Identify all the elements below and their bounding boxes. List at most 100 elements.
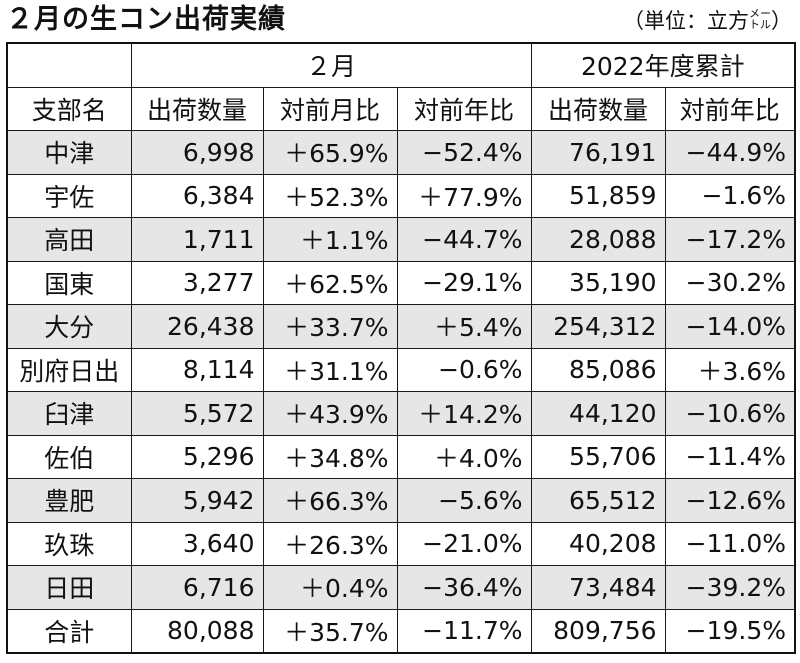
month-qty-cell: 3,640: [130, 521, 264, 566]
month-qty-cell: 80,088: [130, 608, 264, 654]
month-yoy-cell: −44.7%: [396, 217, 532, 262]
branch-name-cell: 大分: [6, 304, 132, 349]
month-mom-cell: ＋34.8%: [262, 434, 398, 479]
month-yoy-cell: ＋4.0%: [396, 434, 532, 479]
col-header-branch: 支部名: [6, 86, 132, 131]
year-yoy-cell: −10.6%: [664, 391, 796, 436]
table-row: 中津 6,998 ＋65.9% −52.4% 76,191 −44.9%: [6, 130, 796, 175]
month-mom-cell: ＋1.1%: [262, 217, 398, 262]
month-qty-cell: 1,711: [130, 217, 264, 262]
year-yoy-cell: −1.6%: [664, 173, 796, 218]
unit-suffix: ）: [771, 9, 792, 33]
year-yoy-cell: −30.2%: [664, 260, 796, 305]
year-yoy-cell: ＋3.6%: [664, 347, 796, 392]
month-yoy-cell: ＋5.4%: [396, 304, 532, 349]
month-mom-cell: ＋26.3%: [262, 521, 398, 566]
header-group-month: ２月: [130, 42, 532, 88]
month-mom-cell: ＋43.9%: [262, 391, 398, 436]
table-row: 豊肥 5,942 ＋66.3% −5.6% 65,512 −12.6%: [6, 478, 796, 523]
year-qty-cell: 35,190: [530, 260, 666, 305]
year-qty-cell: 44,120: [530, 391, 666, 436]
year-qty-cell: 76,191: [530, 130, 666, 175]
table-row: 国東 3,277 ＋62.5% −29.1% 35,190 −30.2%: [6, 260, 796, 305]
header-column-row: 支部名 出荷数量 対前月比 対前年比 出荷数量 対前年比: [6, 86, 796, 131]
header-group-row: ２月 2022年度累計: [6, 42, 796, 88]
branch-name-cell: 宇佐: [6, 173, 132, 218]
year-qty-cell: 55,706: [530, 434, 666, 479]
month-qty-cell: 3,277: [130, 260, 264, 305]
month-yoy-cell: −36.4%: [396, 565, 532, 610]
table-row: 宇佐 6,384 ＋52.3% ＋77.9% 51,859 −1.6%: [6, 173, 796, 218]
unit-prefix: （単位：立方: [623, 9, 749, 33]
branch-name-cell: 中津: [6, 130, 132, 175]
month-qty-cell: 26,438: [130, 304, 264, 349]
table-body: 中津 6,998 ＋65.9% −52.4% 76,191 −44.9% 宇佐 6,384 ＋5…: [6, 130, 796, 654]
shipment-table: ２月 2022年度累計 支部名 出荷数量 対前月比 対前年比 出荷数量 対前年比…: [6, 42, 797, 654]
col-header-month-mom: 対前月比: [262, 86, 398, 131]
month-yoy-cell: −11.7%: [396, 608, 532, 654]
month-mom-cell: ＋35.7%: [262, 608, 398, 654]
year-yoy-cell: −44.9%: [664, 130, 796, 175]
col-header-year-yoy: 対前年比: [664, 86, 796, 131]
month-qty-cell: 8,114: [130, 347, 264, 392]
table-row: 佐伯 5,296 ＋34.8% ＋4.0% 55,706 −11.4%: [6, 434, 796, 479]
month-mom-cell: ＋52.3%: [262, 173, 398, 218]
year-yoy-cell: −19.5%: [664, 608, 796, 654]
month-yoy-cell: ＋77.9%: [396, 173, 532, 218]
month-qty-cell: 6,716: [130, 565, 264, 610]
month-mom-cell: ＋66.3%: [262, 478, 398, 523]
month-qty-cell: 6,384: [130, 173, 264, 218]
table-row: 玖珠 3,640 ＋26.3% −21.0% 40,208 −11.0%: [6, 521, 796, 566]
branch-name-cell: 別府日出: [6, 347, 132, 392]
table-row: 日田 6,716 ＋0.4% −36.4% 73,484 −39.2%: [6, 565, 796, 610]
year-qty-cell: 51,859: [530, 173, 666, 218]
header-group-year: 2022年度累計: [530, 42, 796, 88]
col-header-month-qty: 出荷数量: [130, 86, 264, 131]
branch-name-cell: 合計: [6, 608, 132, 654]
total-row: 合計 80,088 ＋35.7% −11.7% 809,756 −19.5%: [6, 608, 796, 654]
month-yoy-cell: ＋14.2%: [396, 391, 532, 436]
unit-small: メートル: [749, 7, 771, 31]
month-yoy-cell: −52.4%: [396, 130, 532, 175]
year-yoy-cell: −11.4%: [664, 434, 796, 479]
unit-note: （単位：立方メートル）: [623, 6, 792, 36]
year-yoy-cell: −12.6%: [664, 478, 796, 523]
year-yoy-cell: −17.2%: [664, 217, 796, 262]
year-qty-cell: 85,086: [530, 347, 666, 392]
month-yoy-cell: −29.1%: [396, 260, 532, 305]
month-mom-cell: ＋31.1%: [262, 347, 398, 392]
month-qty-cell: 5,942: [130, 478, 264, 523]
header-blank: [6, 42, 132, 88]
branch-name-cell: 高田: [6, 217, 132, 262]
month-qty-cell: 6,998: [130, 130, 264, 175]
branch-name-cell: 玖珠: [6, 521, 132, 566]
month-mom-cell: ＋65.9%: [262, 130, 398, 175]
year-qty-cell: 28,088: [530, 217, 666, 262]
col-header-year-qty: 出荷数量: [530, 86, 666, 131]
month-mom-cell: ＋62.5%: [262, 260, 398, 305]
year-qty-cell: 65,512: [530, 478, 666, 523]
branch-name-cell: 佐伯: [6, 434, 132, 479]
branch-name-cell: 豊肥: [6, 478, 132, 523]
month-mom-cell: ＋33.7%: [262, 304, 398, 349]
month-yoy-cell: −0.6%: [396, 347, 532, 392]
table-row: 大分 26,438 ＋33.7% ＋5.4% 254,312 −14.0%: [6, 304, 796, 349]
year-qty-cell: 40,208: [530, 521, 666, 566]
month-yoy-cell: −5.6%: [396, 478, 532, 523]
month-mom-cell: ＋0.4%: [262, 565, 398, 610]
year-yoy-cell: −11.0%: [664, 521, 796, 566]
month-qty-cell: 5,572: [130, 391, 264, 436]
month-yoy-cell: −21.0%: [396, 521, 532, 566]
branch-name-cell: 臼津: [6, 391, 132, 436]
table-row: 高田 1,711 ＋1.1% −44.7% 28,088 −17.2%: [6, 217, 796, 262]
page-title: ２月の生コン出荷実績: [6, 4, 286, 35]
year-yoy-cell: −39.2%: [664, 565, 796, 610]
branch-name-cell: 日田: [6, 565, 132, 610]
table-row: 臼津 5,572 ＋43.9% ＋14.2% 44,120 −10.6%: [6, 391, 796, 436]
col-header-month-yoy: 対前年比: [396, 86, 532, 131]
year-qty-cell: 254,312: [530, 304, 666, 349]
year-yoy-cell: −14.0%: [664, 304, 796, 349]
year-qty-cell: 73,484: [530, 565, 666, 610]
month-qty-cell: 5,296: [130, 434, 264, 479]
table-row: 別府日出 8,114 ＋31.1% −0.6% 85,086 ＋3.6%: [6, 347, 796, 392]
